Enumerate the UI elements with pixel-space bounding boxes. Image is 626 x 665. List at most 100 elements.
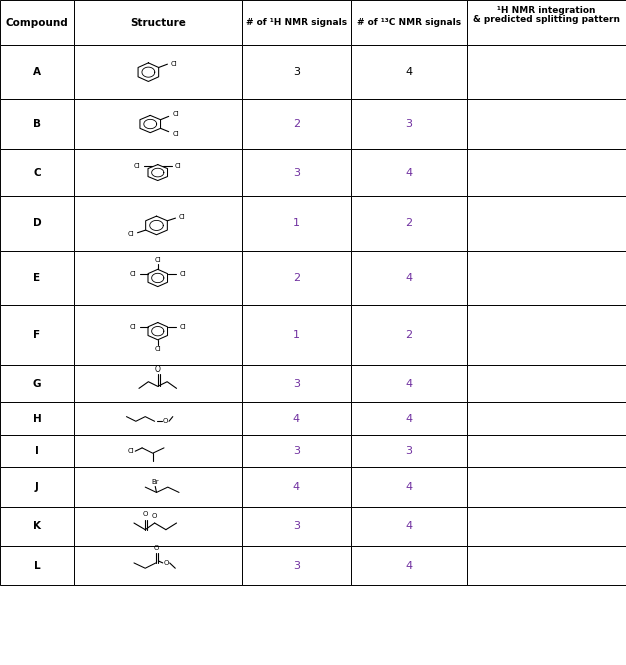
Text: L: L	[34, 561, 40, 571]
Text: G: G	[33, 378, 41, 389]
Bar	[242, 99, 351, 149]
Text: D: D	[33, 218, 41, 229]
Text: 4: 4	[406, 273, 413, 283]
Bar	[74, 305, 242, 365]
Bar	[74, 365, 242, 402]
Text: O: O	[153, 545, 158, 551]
Bar	[0, 546, 74, 585]
Text: Structure: Structure	[130, 17, 186, 28]
Text: 3: 3	[293, 378, 300, 389]
Bar	[351, 99, 467, 149]
Bar	[0, 45, 74, 99]
Bar	[74, 45, 242, 99]
Bar	[467, 305, 626, 365]
Text: O: O	[143, 511, 148, 517]
Bar	[74, 149, 242, 196]
Text: Cl: Cl	[130, 324, 136, 330]
Text: I: I	[35, 446, 39, 456]
Text: 2: 2	[293, 273, 300, 283]
Text: O: O	[163, 560, 168, 566]
Bar	[242, 507, 351, 546]
Bar	[74, 99, 242, 149]
Text: 4: 4	[293, 414, 300, 424]
Bar	[242, 546, 351, 585]
Bar	[242, 365, 351, 402]
Bar	[242, 196, 351, 251]
Text: Cl: Cl	[155, 346, 161, 352]
Text: 4: 4	[406, 378, 413, 389]
Bar	[467, 99, 626, 149]
Bar	[242, 402, 351, 435]
Text: H: H	[33, 414, 41, 424]
Text: 1: 1	[293, 218, 300, 229]
Text: 1: 1	[293, 330, 300, 340]
Text: Cl: Cl	[127, 231, 134, 237]
Bar	[0, 196, 74, 251]
Text: Cl: Cl	[179, 324, 186, 330]
Text: 4: 4	[406, 521, 413, 531]
Bar	[467, 467, 626, 507]
Text: B: B	[33, 119, 41, 129]
Bar	[351, 507, 467, 546]
Text: # of ¹H NMR signals: # of ¹H NMR signals	[246, 18, 347, 27]
Bar	[0, 467, 74, 507]
Text: 2: 2	[406, 330, 413, 340]
Bar	[0, 402, 74, 435]
Bar	[0, 435, 74, 467]
Bar	[74, 196, 242, 251]
Text: Cl: Cl	[175, 163, 182, 169]
Bar	[467, 365, 626, 402]
Text: 4: 4	[406, 168, 413, 178]
Bar	[467, 149, 626, 196]
Text: 4: 4	[406, 482, 413, 492]
Text: Cl: Cl	[130, 271, 136, 277]
Bar	[351, 546, 467, 585]
Text: 3: 3	[293, 446, 300, 456]
Text: A: A	[33, 67, 41, 77]
Bar	[467, 546, 626, 585]
Bar	[351, 45, 467, 99]
Bar	[351, 0, 467, 45]
Text: Compound: Compound	[6, 17, 68, 28]
Text: # of ¹³C NMR signals: # of ¹³C NMR signals	[357, 18, 461, 27]
Text: Cl: Cl	[134, 163, 140, 169]
Text: E: E	[33, 273, 41, 283]
Text: O: O	[155, 365, 161, 374]
Bar	[242, 305, 351, 365]
Bar	[242, 251, 351, 305]
Bar	[242, 467, 351, 507]
Bar	[242, 0, 351, 45]
Bar	[467, 402, 626, 435]
Text: 2: 2	[406, 218, 413, 229]
Text: Cl: Cl	[179, 213, 186, 220]
Text: 3: 3	[293, 561, 300, 571]
Text: F: F	[33, 330, 41, 340]
Bar	[467, 196, 626, 251]
Bar	[0, 251, 74, 305]
Bar	[351, 435, 467, 467]
Bar	[467, 45, 626, 99]
Bar	[351, 467, 467, 507]
Bar	[351, 251, 467, 305]
Bar	[74, 507, 242, 546]
Text: Cl: Cl	[172, 111, 179, 118]
Bar	[351, 196, 467, 251]
Text: Br: Br	[151, 479, 159, 485]
Bar	[0, 365, 74, 402]
Text: 2: 2	[293, 119, 300, 129]
Text: 4: 4	[406, 561, 413, 571]
Text: 4: 4	[406, 67, 413, 77]
Text: 4: 4	[293, 482, 300, 492]
Text: K: K	[33, 521, 41, 531]
Text: ¹H NMR integration: ¹H NMR integration	[497, 6, 596, 15]
Bar	[242, 149, 351, 196]
Bar	[467, 435, 626, 467]
Text: O: O	[152, 513, 157, 519]
Bar	[74, 402, 242, 435]
Bar	[351, 402, 467, 435]
Text: Cl: Cl	[127, 448, 134, 454]
Bar	[74, 0, 242, 45]
Bar	[242, 45, 351, 99]
Text: 4: 4	[406, 414, 413, 424]
Text: Cl: Cl	[155, 257, 161, 263]
